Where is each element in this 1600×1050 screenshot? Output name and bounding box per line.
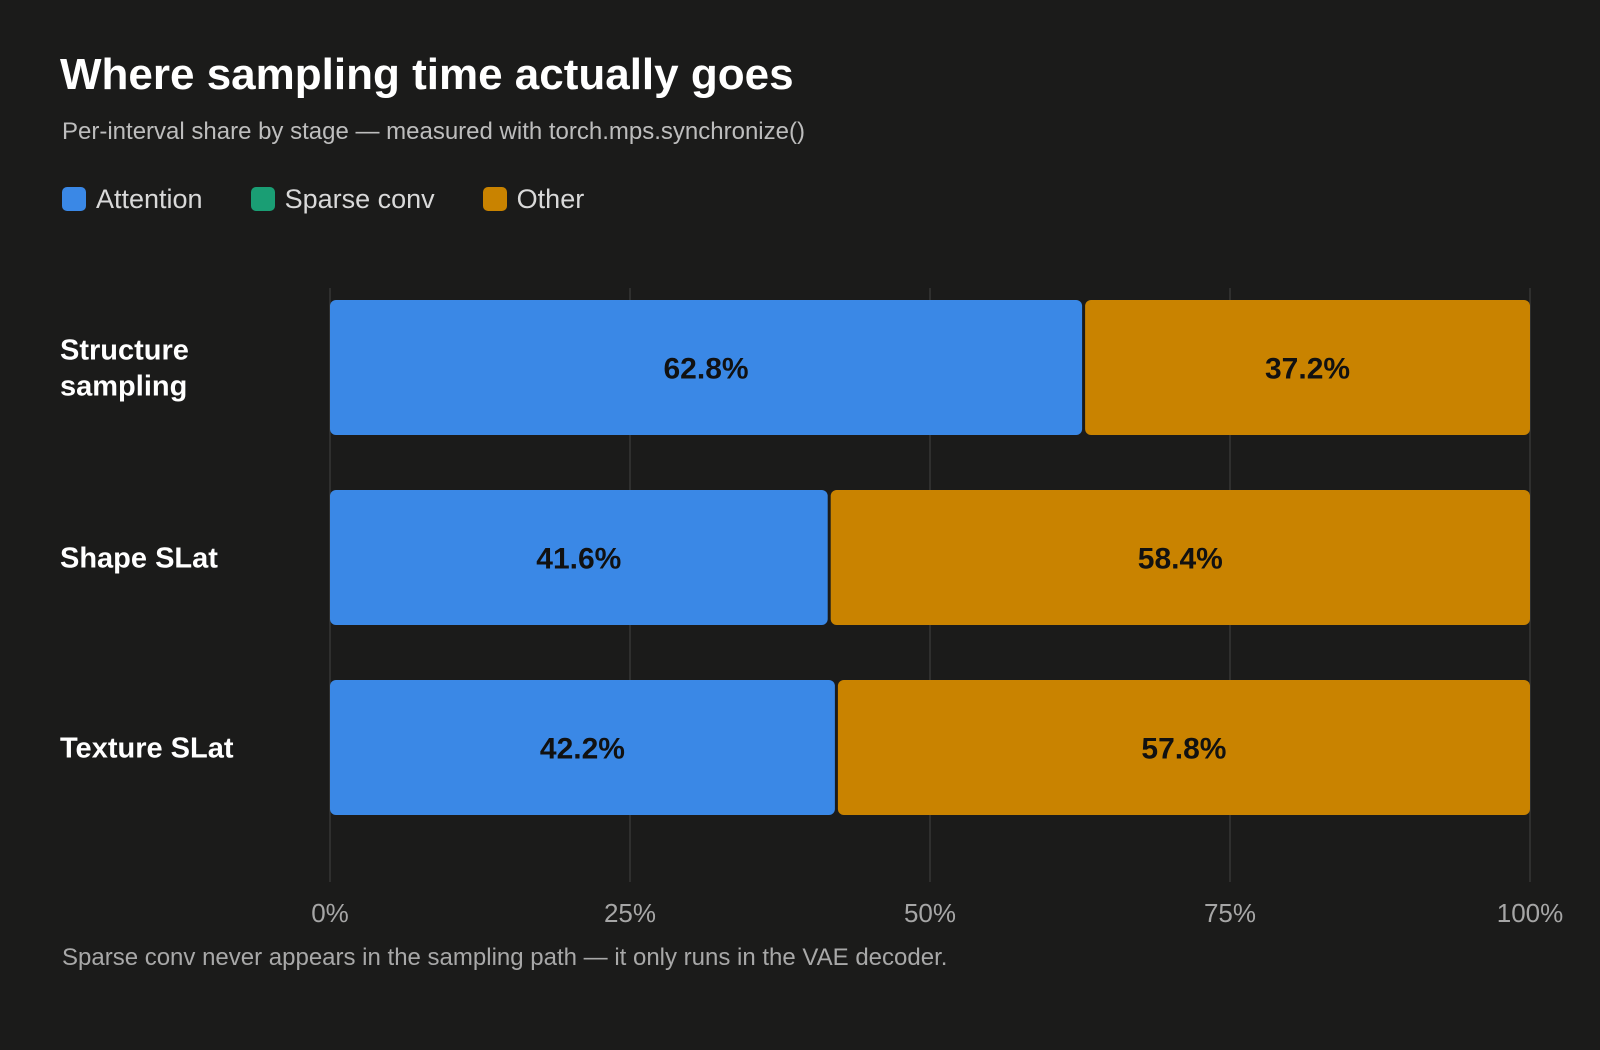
- x-tick-label: 100%: [1497, 898, 1564, 928]
- legend-item-attention: Attention: [62, 184, 203, 215]
- bar-segment: [837, 680, 1530, 815]
- legend-item-sparse-conv: Sparse conv: [250, 183, 435, 215]
- bar-segment: [330, 680, 835, 815]
- legend-swatch-other: [482, 187, 507, 211]
- bar-segment: [330, 300, 1083, 435]
- x-tick-label: 50%: [904, 898, 956, 928]
- bar-value-label: 58.4%: [1138, 543, 1223, 576]
- x-tick-label: 25%: [604, 898, 656, 928]
- category-label: Structure sampling: [60, 335, 189, 403]
- bar-value-label: 62.8%: [664, 353, 749, 386]
- x-tick-label: 75%: [1204, 898, 1256, 928]
- bar-value-label: 42.2%: [540, 733, 625, 766]
- chart-footnote: Sparse conv never appears in the samplin…: [62, 944, 948, 971]
- bar-segment: [330, 490, 828, 625]
- legend-label-other: Other: [516, 183, 585, 214]
- bar-segment: [1085, 300, 1530, 435]
- chart-subtitle: Per-interval share by stage — measured w…: [62, 118, 805, 145]
- chart-legend: Attention Sparse conv Other: [62, 182, 632, 216]
- legend-swatch-sparse-conv: [250, 187, 275, 211]
- bar-value-label: 37.2%: [1265, 353, 1350, 386]
- legend-swatch-attention: [62, 187, 86, 211]
- legend-label-sparse-conv: Sparse conv: [284, 183, 435, 214]
- bar-segment: [830, 490, 1530, 625]
- bar-value-label: 41.6%: [536, 543, 621, 576]
- legend-item-other: Other: [482, 183, 585, 215]
- bar-value-label: 57.8%: [1141, 733, 1226, 766]
- x-tick-label: 0%: [311, 898, 349, 928]
- category-label: Shape SLat: [60, 543, 218, 575]
- legend-label-attention: Attention: [96, 183, 203, 214]
- category-label: Texture SLat: [60, 733, 234, 765]
- chart-title: Where sampling time actually goes: [60, 50, 794, 99]
